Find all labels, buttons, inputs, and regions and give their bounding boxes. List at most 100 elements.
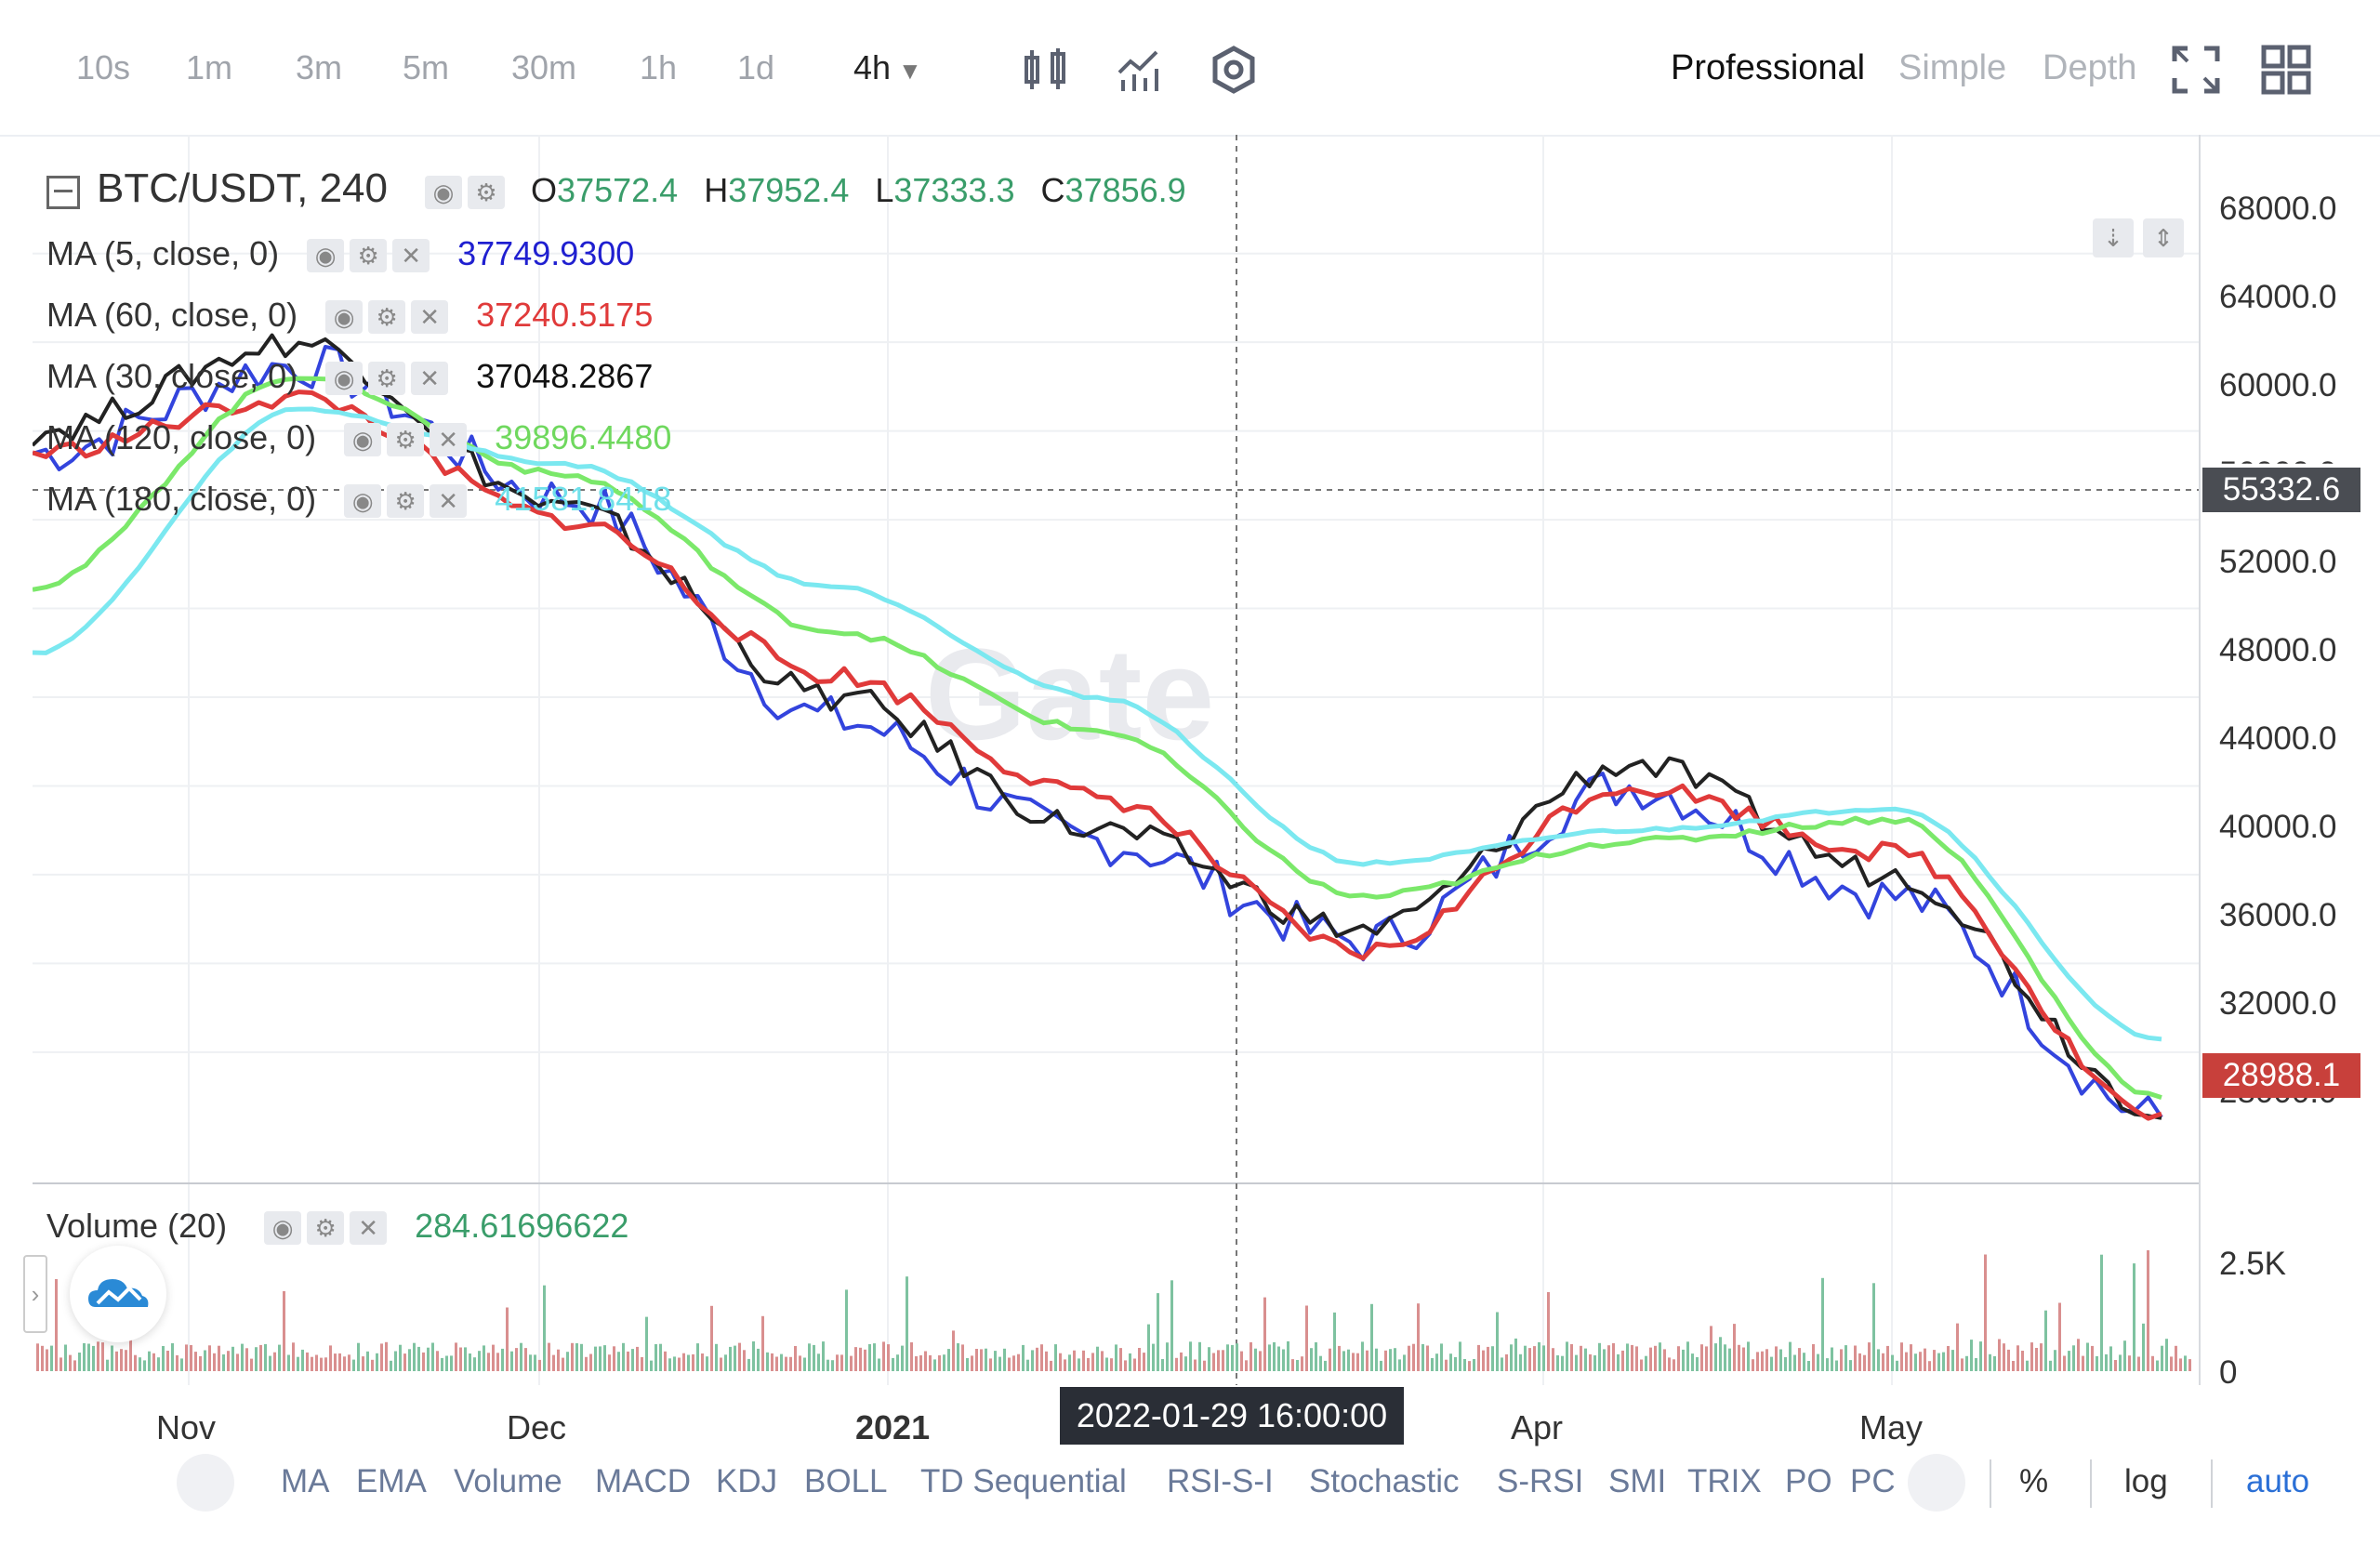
volume-bar (464, 1347, 467, 1371)
close-icon[interactable]: ✕ (411, 362, 449, 396)
indicator-smi[interactable]: SMI (1608, 1463, 1667, 1499)
volume-bar (659, 1343, 662, 1371)
volume-bar (2077, 1339, 2080, 1371)
volume-bar (1110, 1358, 1113, 1371)
volume-bar (998, 1356, 1001, 1371)
price-chart[interactable]: Gate (0, 135, 2199, 1385)
volume-bar (1896, 1360, 1898, 1371)
volume-bar (1668, 1357, 1671, 1371)
collapse-icon[interactable] (46, 176, 80, 210)
volume-bar (2021, 1351, 2024, 1371)
timeframe-30m[interactable]: 30m (511, 48, 577, 86)
indicators-icon[interactable] (1116, 45, 1166, 95)
volume-bar (557, 1349, 560, 1371)
gear-icon[interactable]: ⚙ (387, 484, 425, 519)
ohlc-close: 37856.9 (1064, 171, 1186, 209)
scroll-left-button[interactable] (177, 1454, 234, 1512)
scroll-down-icon[interactable]: ⇣ (2093, 218, 2134, 257)
indicator-stochastic[interactable]: Stochastic (1309, 1463, 1460, 1499)
indicator-volume[interactable]: Volume (454, 1463, 562, 1499)
ma-label: MA (30, close, 0) (46, 357, 298, 395)
timeframe-1m[interactable]: 1m (186, 48, 233, 86)
volume-bar (1449, 1353, 1452, 1371)
gear-icon[interactable]: ⚙ (387, 423, 425, 457)
indicator-pc[interactable]: PC (1850, 1463, 1896, 1499)
y-tick: 48000.0 (2219, 632, 2337, 668)
gear-icon[interactable]: ⚙ (368, 300, 406, 335)
eye-icon[interactable]: ◉ (344, 484, 382, 519)
x-axis-label: Nov (156, 1408, 217, 1446)
volume-bar (1324, 1360, 1327, 1371)
indicator-ma[interactable]: MA (281, 1463, 330, 1499)
volume-bar (1440, 1343, 1443, 1371)
timeframe-4h-dropdown[interactable]: 4h ▼ (853, 48, 922, 87)
scroll-updown-icon[interactable]: ⇕ (2143, 218, 2184, 257)
timeframe-1d[interactable]: 1d (737, 48, 775, 86)
candlestick-icon[interactable] (1021, 45, 1071, 95)
eye-icon[interactable]: ◉ (325, 300, 364, 335)
view-professional[interactable]: Professional (1671, 48, 1866, 87)
ma-line-4 (32, 376, 2162, 1100)
cloud-save-button[interactable] (70, 1246, 166, 1342)
close-icon[interactable]: ✕ (430, 484, 468, 519)
percent-scale-toggle[interactable]: % (2019, 1463, 2049, 1499)
layout-grid-icon[interactable] (2261, 45, 2311, 95)
indicator-trix[interactable]: TRIX (1687, 1463, 1762, 1499)
auto-scale-toggle[interactable]: auto (2246, 1463, 2310, 1499)
indicator-ema[interactable]: EMA (356, 1463, 427, 1499)
volume-bar (682, 1353, 685, 1371)
gear-icon[interactable]: ⚙ (307, 1211, 345, 1246)
indicator-boll[interactable]: BOLL (804, 1463, 888, 1499)
volume-bar (840, 1354, 843, 1371)
log-scale-toggle[interactable]: log (2124, 1463, 2168, 1499)
indicator-s-rsi[interactable]: S-RSI (1497, 1463, 1584, 1499)
volume-bar (1849, 1360, 1852, 1371)
scroll-right-button[interactable] (1908, 1454, 1965, 1512)
volume-bar (1124, 1360, 1127, 1371)
volume-bar (185, 1344, 188, 1371)
volume-bar (1547, 1292, 1550, 1371)
view-depth[interactable]: Depth (2043, 48, 2137, 87)
indicator-rsi-s-i[interactable]: RSI-S-I (1167, 1463, 1274, 1499)
gear-icon[interactable]: ⚙ (368, 362, 406, 396)
close-icon[interactable]: ✕ (350, 1211, 388, 1246)
indicator-po[interactable]: PO (1785, 1463, 1832, 1499)
chart-canvas[interactable]: Gate (0, 135, 2199, 1385)
close-icon[interactable]: ✕ (411, 300, 449, 335)
indicator-macd[interactable]: MACD (595, 1463, 692, 1499)
timeframe-5m[interactable]: 5m (403, 48, 450, 86)
eye-icon[interactable]: ◉ (325, 362, 364, 396)
eye-icon[interactable]: ◉ (307, 239, 345, 273)
volume-bar (1831, 1347, 1833, 1371)
volume-bar (1073, 1350, 1076, 1371)
volume-bar (50, 1345, 53, 1371)
volume-bar (1747, 1341, 1750, 1371)
volume-bar (264, 1343, 267, 1371)
volume-bar (1268, 1344, 1271, 1371)
volume-bar (2096, 1355, 2098, 1371)
volume-bar (1087, 1357, 1090, 1371)
volume-bar (1175, 1357, 1178, 1371)
volume-bar (2068, 1351, 2070, 1371)
volume-bar (822, 1341, 825, 1371)
price-axis[interactable]: 68000.0 64000.0 60000.0 52000.0 48000.0 … (2199, 135, 2380, 1391)
close-icon[interactable]: ✕ (430, 423, 468, 457)
eye-icon[interactable]: ◉ (425, 176, 463, 210)
view-simple[interactable]: Simple (1898, 48, 2007, 87)
settings-icon[interactable] (1209, 45, 1259, 95)
timeframe-3m[interactable]: 3m (296, 48, 343, 86)
indicator-td-sequential[interactable]: TD Sequential (920, 1463, 1127, 1499)
fullscreen-icon[interactable] (2171, 45, 2221, 95)
volume-bar (743, 1350, 746, 1371)
timeframe-1h[interactable]: 1h (640, 48, 678, 86)
indicator-kdj[interactable]: KDJ (716, 1463, 778, 1499)
side-panel-toggle[interactable]: › (23, 1255, 47, 1333)
eye-icon[interactable]: ◉ (344, 423, 382, 457)
timeframe-10s[interactable]: 10s (76, 48, 131, 86)
volume-bar (878, 1358, 880, 1371)
eye-icon[interactable]: ◉ (264, 1211, 302, 1246)
gear-icon[interactable]: ⚙ (350, 239, 388, 273)
gear-icon[interactable]: ⚙ (468, 176, 506, 210)
close-icon[interactable]: ✕ (392, 239, 430, 273)
volume-bar (1477, 1344, 1480, 1371)
